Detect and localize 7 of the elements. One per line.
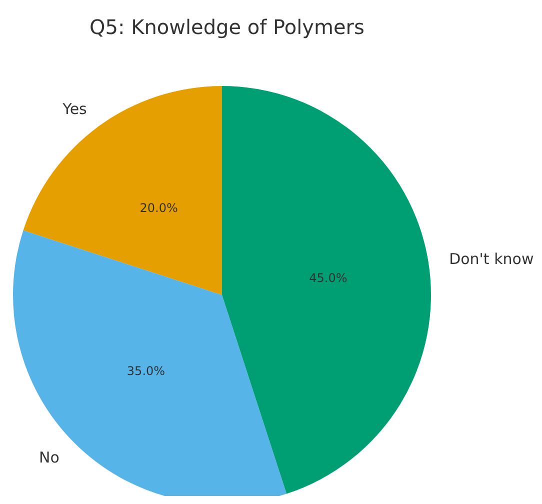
data-label: 45.0% (309, 271, 348, 286)
slice-label: Yes (62, 100, 88, 118)
chart-title: Q5: Knowledge of Polymers (90, 15, 364, 39)
slice-label: Don't know (449, 250, 534, 268)
data-label: 35.0% (126, 364, 166, 378)
data-label: 20.0% (140, 201, 178, 216)
slice-label: No (39, 448, 60, 467)
